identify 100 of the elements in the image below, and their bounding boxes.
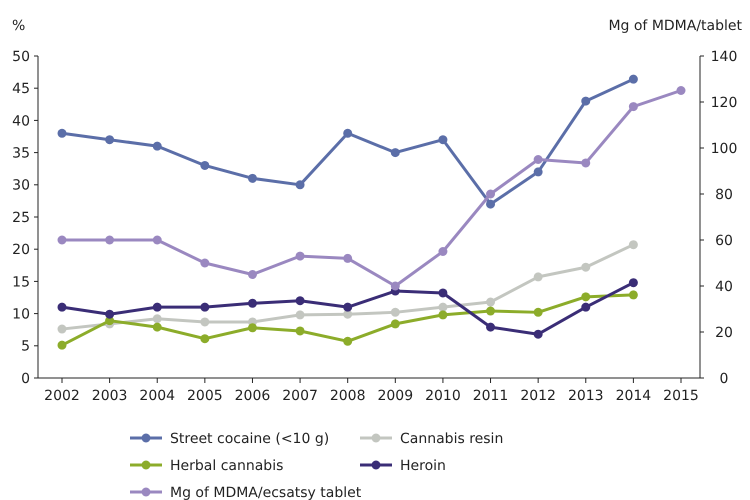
- point: [200, 160, 210, 170]
- point: [486, 200, 496, 209]
- point: [486, 306, 496, 316]
- point: [105, 310, 114, 319]
- point: [534, 155, 543, 164]
- x-tick-label: 2013: [568, 388, 604, 404]
- point: [105, 135, 114, 144]
- point: [152, 142, 162, 151]
- y2-tick-label: 120: [710, 94, 738, 111]
- y-tick-label: 40: [12, 113, 30, 130]
- point: [200, 302, 210, 312]
- x-tick-label: 2003: [92, 388, 128, 404]
- point: [438, 135, 448, 144]
- point: [438, 288, 448, 298]
- y-tick-label: 25: [12, 210, 30, 226]
- x-tick-label: 2008: [330, 388, 366, 404]
- legend-label: Cannabis resin: [400, 430, 504, 447]
- point: [390, 282, 400, 290]
- point: [581, 158, 590, 168]
- y2-tick-label: 80: [715, 186, 733, 203]
- point: [438, 302, 448, 312]
- x-tick-label: 2010: [425, 388, 461, 404]
- y-tick-label: 10: [12, 306, 30, 322]
- x-tick-label: 2006: [234, 388, 270, 404]
- x-tick-label: 2012: [520, 388, 556, 404]
- legend-label: Street cocaine (<10 g): [170, 430, 330, 447]
- point: [581, 302, 590, 312]
- y2-tick-label: 40: [715, 278, 733, 295]
- y-tick-label: 50: [12, 48, 30, 65]
- point: [628, 278, 638, 288]
- x-tick-label: 2004: [139, 388, 176, 404]
- point: [152, 236, 162, 244]
- point: [152, 314, 162, 324]
- y-tick-label: 15: [12, 274, 30, 290]
- point: [248, 298, 257, 308]
- x-tick-label: 2009: [377, 388, 414, 404]
- y2-tick-label: 20: [715, 324, 733, 341]
- point: [581, 262, 590, 272]
- x-tick-label: 2014: [616, 388, 652, 404]
- y-tick-label: 35: [12, 146, 30, 162]
- point: [58, 324, 66, 334]
- point: [58, 128, 66, 138]
- point: [296, 296, 305, 306]
- point: [248, 323, 257, 332]
- x-tick-label: 2002: [44, 388, 80, 404]
- y2-tick-label: 60: [715, 232, 733, 249]
- point: [296, 310, 305, 320]
- point: [486, 322, 496, 332]
- point: [581, 292, 590, 302]
- point: [628, 290, 638, 300]
- point: [248, 174, 257, 183]
- point: [581, 96, 590, 106]
- x-tick-label: 2011: [472, 388, 508, 404]
- point: [343, 254, 352, 263]
- y2-axis-title: Mg of MDMA/tablet: [608, 18, 743, 34]
- y2-tick-label: 100: [710, 140, 738, 157]
- point: [58, 340, 66, 350]
- point: [296, 252, 305, 261]
- point: [58, 236, 66, 244]
- point: [105, 236, 114, 244]
- point: [628, 240, 638, 250]
- x-tick-label: 2007: [282, 388, 318, 404]
- legend-label: Heroin: [400, 458, 446, 474]
- y-tick-label: 0: [21, 370, 30, 387]
- y-tick-label: 5: [21, 338, 30, 355]
- y-tick-label: 45: [12, 81, 30, 98]
- legend-label: Herbal cannabis: [170, 458, 284, 474]
- point: [200, 258, 210, 268]
- point: [296, 326, 305, 336]
- y2-tick-label: 140: [710, 48, 738, 65]
- point: [390, 308, 400, 317]
- point: [438, 247, 448, 256]
- legend-label: Mg of MDMA/ecsatsy tablet: [170, 484, 362, 500]
- point: [390, 319, 400, 328]
- y-tick-label: 20: [12, 242, 30, 258]
- x-tick-label: 2005: [187, 388, 223, 404]
- point: [152, 302, 162, 312]
- point: [486, 190, 496, 198]
- point: [486, 298, 496, 307]
- point: [248, 270, 257, 279]
- point: [200, 334, 210, 344]
- point: [534, 167, 543, 176]
- point: [628, 102, 638, 112]
- point: [676, 86, 686, 95]
- point: [343, 128, 352, 138]
- point: [296, 180, 305, 190]
- y-tick-label: 30: [12, 178, 30, 194]
- x-tick-label: 2015: [663, 388, 699, 404]
- point: [534, 272, 543, 282]
- point: [343, 336, 352, 346]
- point: [343, 302, 352, 312]
- point: [200, 317, 210, 326]
- point: [390, 148, 400, 158]
- point: [58, 302, 66, 312]
- point: [438, 310, 448, 320]
- y-axis-title: %: [12, 18, 26, 34]
- point: [152, 322, 162, 332]
- point: [534, 308, 543, 317]
- point: [534, 330, 543, 339]
- point: [628, 74, 638, 84]
